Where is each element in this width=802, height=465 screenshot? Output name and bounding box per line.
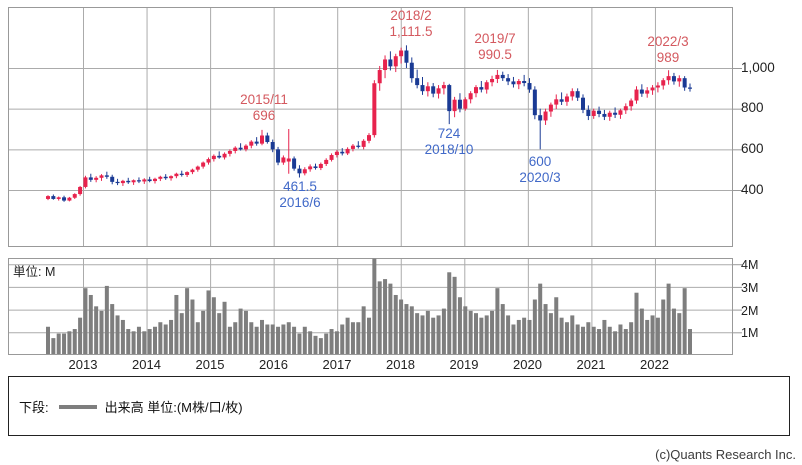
annotation-date: 2018/2 [390, 8, 432, 23]
annotation-high-2018-2: 2018/2 1,111.5 [389, 8, 432, 39]
year-label-2017: 2017 [322, 357, 352, 372]
year-label-2020: 2020 [513, 357, 542, 372]
annotation-date: 2016/6 [279, 194, 321, 210]
annotation-high-2022-3: 2022/3 989 [647, 34, 688, 65]
year-label-2018: 2018 [386, 357, 415, 372]
annotation-date: 2018/10 [424, 141, 474, 157]
year-label-2019: 2019 [449, 357, 479, 372]
annotation-date: 2015/11 [240, 92, 288, 107]
annotation-low-2016-6: 461.5 2016/6 [279, 179, 320, 210]
annotation-date: 2020/3 [519, 169, 561, 185]
annotation-low-2018-10: 724 2018/10 [425, 126, 474, 157]
annotation-value: 724 [437, 126, 461, 141]
volume-tick-2m: 2M [741, 304, 759, 318]
annotation-value: 1,111.5 [389, 23, 433, 39]
volume-legend-swatch [58, 404, 97, 409]
annotation-value: 989 [656, 49, 680, 65]
annotation-date: 2022/3 [647, 34, 689, 49]
year-label-2016: 2016 [259, 357, 288, 372]
annotation-high-2019-7: 2019/7 990.5 [474, 31, 515, 62]
annotation-value: 461.5 [283, 179, 317, 194]
volume-tick-1m: 1M [741, 326, 759, 340]
year-label-2013: 2013 [68, 357, 98, 372]
legend-label: 出来高 単位:(M株/口/枚) [104, 400, 243, 415]
copyright-text: (c)Quants Research Inc. [655, 447, 796, 462]
annotation-date: 2019/7 [474, 31, 516, 46]
price-tick-800: 800 [741, 100, 764, 115]
price-candlestick-chart [8, 7, 742, 247]
volume-tick-3m: 3M [741, 281, 759, 295]
price-tick-1000: 1,000 [741, 60, 775, 75]
year-label-2022: 2022 [640, 357, 669, 372]
annotation-value: 600 [528, 154, 552, 169]
legend-prefix: 下段: [19, 400, 49, 415]
volume-bar-chart [8, 258, 742, 355]
annotation-value: 990.5 [478, 46, 512, 62]
year-label-2014: 2014 [132, 357, 161, 372]
year-label-2021: 2021 [576, 357, 606, 372]
annotation-value: 696 [252, 107, 276, 123]
volume-unit-label: 単位: M [13, 265, 56, 279]
volume-tick-4m: 4M [741, 258, 759, 272]
legend-box: 下段: 出来高 単位:(M株/口/枚) [8, 376, 790, 436]
price-tick-400: 400 [741, 182, 764, 197]
legend-row: 下段: 出来高 単位:(M株/口/枚) [19, 397, 243, 416]
annotation-low-2020-3: 600 2020/3 [519, 154, 560, 185]
annotation-high-2015-11: 2015/11 696 [240, 92, 288, 123]
price-tick-600: 600 [741, 141, 764, 156]
year-label-2015: 2015 [195, 357, 225, 372]
